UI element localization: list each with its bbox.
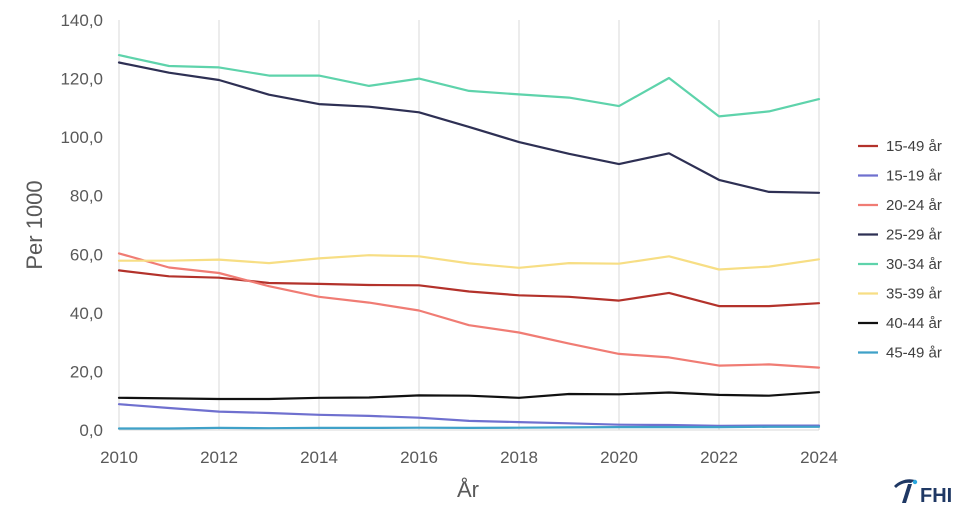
legend-label: 25-29 år (886, 227, 942, 244)
y-tick-label: 80,0 (70, 187, 103, 206)
y-tick-label: 120,0 (60, 70, 103, 89)
series-line-15-19 (117, 403, 821, 427)
legend-label: 40-44 år (886, 315, 942, 332)
fhi-logo: FHI (894, 479, 952, 507)
y-tick-label: 100,0 (60, 128, 103, 147)
y-tick-label: 40,0 (70, 304, 103, 323)
x-axis-ticks: 2010 2012 2014 2016 2018 2020 2022 2024 (100, 448, 838, 467)
legend-item: 20-24 år (858, 197, 942, 214)
x-tick-label: 2022 (700, 448, 738, 467)
legend-label: 30-34 år (886, 256, 942, 273)
x-tick-label: 2010 (100, 448, 138, 467)
series-line-25-29 (117, 61, 821, 194)
legend-item: 30-34 år (858, 256, 942, 273)
legend-label: 35-39 år (886, 286, 942, 303)
legend: 15-49 år 15-19 år 20-24 år 25-29 år 30-34 år… (858, 138, 942, 362)
legend-label: 20-24 år (886, 197, 942, 214)
x-tick-label: 2014 (300, 448, 338, 467)
legend-item: 35-39 år (858, 286, 942, 303)
y-axis-ticks: 0,0 20,0 40,0 60,0 80,0 100,0 120,0 140,0 (60, 11, 103, 440)
x-tick-label: 2018 (500, 448, 538, 467)
x-tick-label: 2012 (200, 448, 238, 467)
legend-label: 45-49 år (886, 345, 942, 362)
legend-item: 15-19 år (858, 168, 942, 185)
legend-item: 25-29 år (858, 227, 942, 244)
y-tick-label: 0,0 (79, 421, 103, 440)
y-tick-label: 20,0 (70, 362, 103, 381)
legend-label: 15-49 år (886, 138, 942, 155)
x-tick-label: 2016 (400, 448, 438, 467)
legend-item: 45-49 år (858, 345, 942, 362)
fhi-logo-icon (894, 479, 918, 503)
legend-item: 15-49 år (858, 138, 942, 155)
y-axis-title: Per 1000 (22, 180, 47, 269)
x-tick-label: 2020 (600, 448, 638, 467)
legend-item: 40-44 år (858, 315, 942, 332)
series-line-45-49 (117, 425, 821, 430)
series-lines (117, 53, 821, 430)
series-line-35-39 (117, 254, 821, 271)
fhi-logo-text: FHI (920, 485, 952, 507)
series-line-40-44 (117, 391, 821, 401)
series-line-15-49 (117, 269, 821, 308)
series-line-30-34 (117, 53, 821, 118)
grid-lines (118, 20, 820, 431)
x-axis-title: År (457, 477, 479, 502)
y-tick-label: 60,0 (70, 245, 103, 264)
legend-label: 15-19 år (886, 168, 942, 185)
y-tick-label: 140,0 (60, 11, 103, 30)
x-tick-label: 2024 (800, 448, 838, 467)
series-line-20-24 (117, 252, 821, 369)
